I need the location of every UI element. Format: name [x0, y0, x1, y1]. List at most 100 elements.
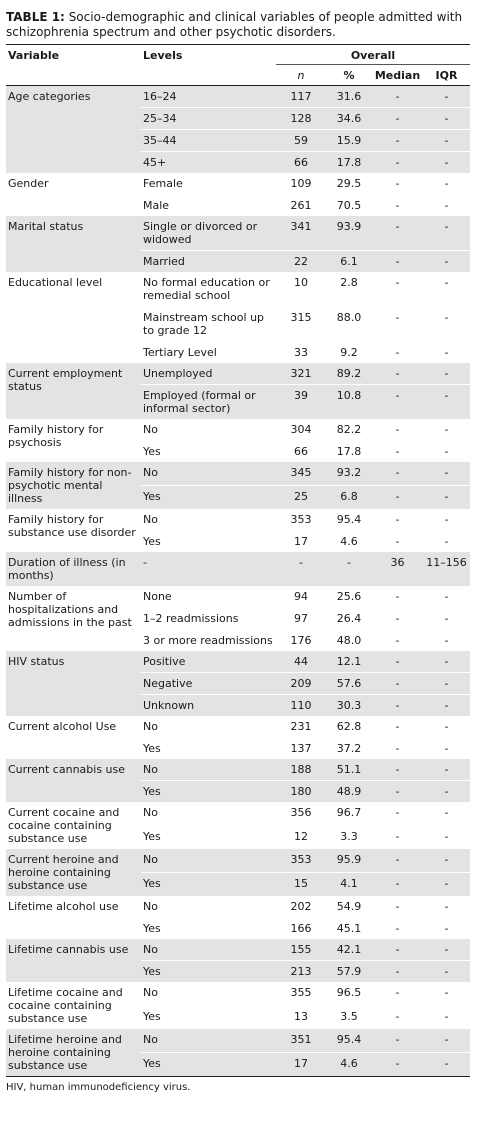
median-cell: -: [372, 485, 423, 509]
percent-cell: 70.5: [326, 194, 372, 216]
iqr-cell: -: [423, 151, 470, 173]
median-cell: -: [395, 513, 400, 526]
n-cell: 341: [276, 216, 326, 251]
table-row: Current employment status Unemployed 321 89…: [6, 363, 470, 419]
median-cell: -: [372, 440, 423, 462]
percent-cell: 57.9: [326, 960, 372, 982]
footnote: HIV, human immunodeficiency virus.: [6, 1082, 191, 1093]
level-cell: No: [143, 986, 158, 999]
iqr-cell: -: [423, 485, 470, 509]
percent-cell: 37.2: [326, 737, 372, 759]
table-row: Lifetime alcohol use No 202 54.9 - -: [6, 896, 470, 918]
level-cell: -: [141, 552, 276, 586]
variable-cell: Lifetime alcohol use: [8, 900, 119, 913]
level-cell: Unknown: [141, 694, 276, 716]
variable-cell: Lifetime cannabis use: [6, 939, 141, 982]
median-cell: -: [372, 694, 423, 716]
table-row: Family history for substance use disorde…: [6, 509, 470, 539]
percent-cell: 17.8: [326, 440, 372, 462]
caption-text: Socio-demographic and clinical variables…: [6, 10, 463, 39]
percent-cell: 29.5: [336, 177, 362, 190]
n-cell: 25: [276, 485, 326, 509]
percent-cell: 95.4: [336, 513, 362, 526]
n-cell: 304: [290, 423, 312, 436]
n-cell: 13: [276, 1005, 326, 1029]
median-cell: -: [372, 1005, 423, 1029]
table-row: Yes 213 57.9- -: [6, 960, 470, 982]
median-cell: -: [372, 363, 423, 385]
median-cell: -: [372, 872, 423, 896]
median-cell: -: [372, 129, 423, 152]
iqr-cell: -: [423, 384, 470, 419]
percent-cell: 95.4: [326, 1029, 372, 1053]
percent-cell: 34.6: [326, 107, 372, 130]
level-cell: 1–2 readmissions: [141, 607, 276, 630]
level-cell: No: [143, 423, 158, 436]
iqr-cell: -: [423, 462, 470, 486]
iqr-cell: -: [423, 530, 470, 552]
n-cell: 33: [276, 341, 326, 363]
iqr-cell: -: [423, 440, 470, 462]
iqr-cell: -: [423, 129, 470, 152]
iqr-cell: -: [423, 85, 470, 108]
percent-cell: 26.4: [326, 607, 372, 630]
n-cell: 15: [276, 872, 326, 896]
percent-cell: 82.2: [336, 423, 362, 436]
table-row: Yes 12 3.3- -: [6, 825, 470, 849]
percent-cell: 9.2: [326, 341, 372, 363]
n-cell: 155: [276, 939, 326, 961]
iqr-cell: -: [423, 759, 470, 781]
n-cell: 12: [276, 825, 326, 849]
table-row: Yes 17 4.6- -: [6, 1052, 470, 1076]
n-cell: 261: [276, 194, 326, 216]
iqr-cell: -: [444, 513, 449, 526]
n-cell: 345: [276, 462, 326, 486]
n-cell: 94: [294, 590, 308, 603]
level-cell: Single or divorced or widowed: [141, 216, 276, 251]
percent-cell: 10.8: [326, 384, 372, 419]
percent-cell: 89.2: [326, 363, 372, 385]
iqr-cell: -: [444, 900, 449, 913]
median-cell: -: [372, 341, 423, 363]
median-cell: -: [372, 737, 423, 759]
table-row: 3 or more readmissions 176 48.0- -: [6, 629, 470, 651]
median-cell: -: [372, 939, 423, 961]
median-cell: -: [372, 530, 423, 552]
iqr-cell: -: [423, 607, 470, 630]
iqr-cell: -: [423, 672, 470, 695]
iqr-cell: -: [423, 780, 470, 802]
n-cell: 180: [276, 780, 326, 802]
level-cell: Yes: [141, 485, 276, 509]
table-row: 45+ 66 17.8- -: [6, 151, 470, 173]
level-cell: 25–34: [141, 107, 276, 130]
table-row: Gender Female 109 29.5 - -: [6, 173, 470, 195]
percent-cell: 54.9: [336, 900, 362, 913]
variable-cell: Current cannabis use: [6, 759, 141, 802]
iqr-cell: -: [423, 250, 470, 272]
iqr-cell: -: [444, 986, 449, 999]
percent-cell: 4.6: [326, 1052, 372, 1076]
table-row: Lifetime heroine and heroine containing …: [6, 1029, 470, 1076]
median-cell: -: [395, 423, 400, 436]
level-cell: No formal education or remedial school: [143, 276, 270, 302]
median-cell: -: [372, 1052, 423, 1076]
header-levels: Levels: [141, 44, 276, 86]
percent-cell: -: [326, 552, 372, 586]
iqr-cell: -: [423, 737, 470, 759]
n-cell: 66: [276, 440, 326, 462]
variable-cell: Gender: [8, 177, 49, 190]
iqr-cell: -: [423, 363, 470, 385]
table-row: Current cocaine and cocaine containing s…: [6, 802, 470, 845]
n-cell: 117: [276, 85, 326, 108]
level-cell: No: [141, 759, 276, 781]
iqr-cell: -: [423, 872, 470, 896]
variable-cell: Current employment status: [6, 363, 141, 419]
median-cell: -: [372, 607, 423, 630]
iqr-cell: -: [423, 629, 470, 651]
table-row: Male 261 70.5- -: [6, 194, 470, 216]
percent-cell: 4.6: [326, 530, 372, 552]
n-cell: 231: [290, 720, 312, 733]
n-cell: 128: [276, 107, 326, 130]
iqr-cell: -: [444, 590, 449, 603]
table-row: Educational level No formal education or …: [6, 272, 470, 307]
